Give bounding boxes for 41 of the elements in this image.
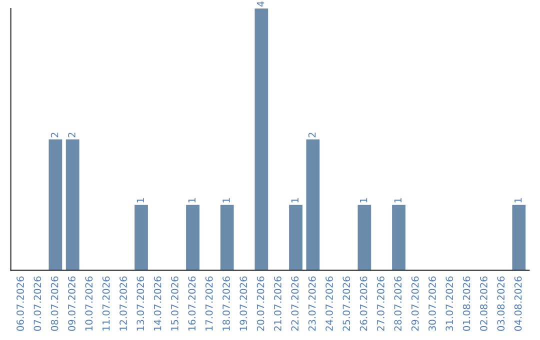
x-tick-label: 12.07.2026 [120,276,127,330]
x-tick-label: 20.07.2026 [256,276,264,331]
x-tick-label: 15.07.2026 [171,276,178,330]
data-label: 1 [514,198,522,202]
x-tick-label: 04.08.2026 [514,276,522,331]
x-tick-label: 03.08.2026 [497,276,505,331]
x-tick-label: 21.07.2026 [274,276,282,331]
x-tick-label: 09.07.2026 [68,276,76,331]
data-label: 1 [188,198,196,202]
data-label: 1 [291,198,298,202]
data-label: 4 [257,1,264,7]
x-tick-label: 28.07.2026 [394,276,402,331]
x-tick-label: 23.07.2026 [308,276,316,331]
x-tick-label: 31.07.2026 [446,276,454,331]
x-tick-label: 30.07.2026 [428,276,436,331]
x-tick-label: 24.07.2026 [326,276,333,331]
data-label: 2 [50,132,58,138]
x-tick-label: 02.08.2026 [480,276,488,331]
data-label: 2 [308,132,316,138]
x-tick-label: 10.07.2026 [85,276,93,330]
x-tick-label: 29.07.2026 [411,276,419,331]
data-label: 1 [136,198,144,202]
x-tick-label: 26.07.2026 [360,276,368,331]
x-tick-label: 19.07.2026 [240,276,248,330]
x-tick-label: 11.07.2026 [102,276,110,330]
x-tick-label: 17.07.2026 [205,276,213,330]
x-tick-label: 08.07.2026 [50,276,58,331]
x-tick-label: 13.07.2026 [136,276,144,330]
x-tick-label: 22.07.2026 [291,276,299,331]
x-tick-label: 18.07.2026 [222,276,230,330]
x-tick-label: 25.07.2026 [342,276,350,331]
data-label: 1 [394,198,402,202]
x-tick-label: 07.07.2026 [34,276,42,331]
x-tick-label: 06.07.2026 [16,276,24,331]
data-label: 1 [360,198,368,202]
x-tick-label: 01.08.2026 [462,276,470,331]
x-tick-label: 14.07.2026 [154,276,162,330]
x-tick-label: 16.07.2026 [188,276,196,330]
data-label: 2 [68,132,76,138]
x-tick-label: 27.07.2026 [377,276,384,331]
data-label: 1 [222,198,230,202]
